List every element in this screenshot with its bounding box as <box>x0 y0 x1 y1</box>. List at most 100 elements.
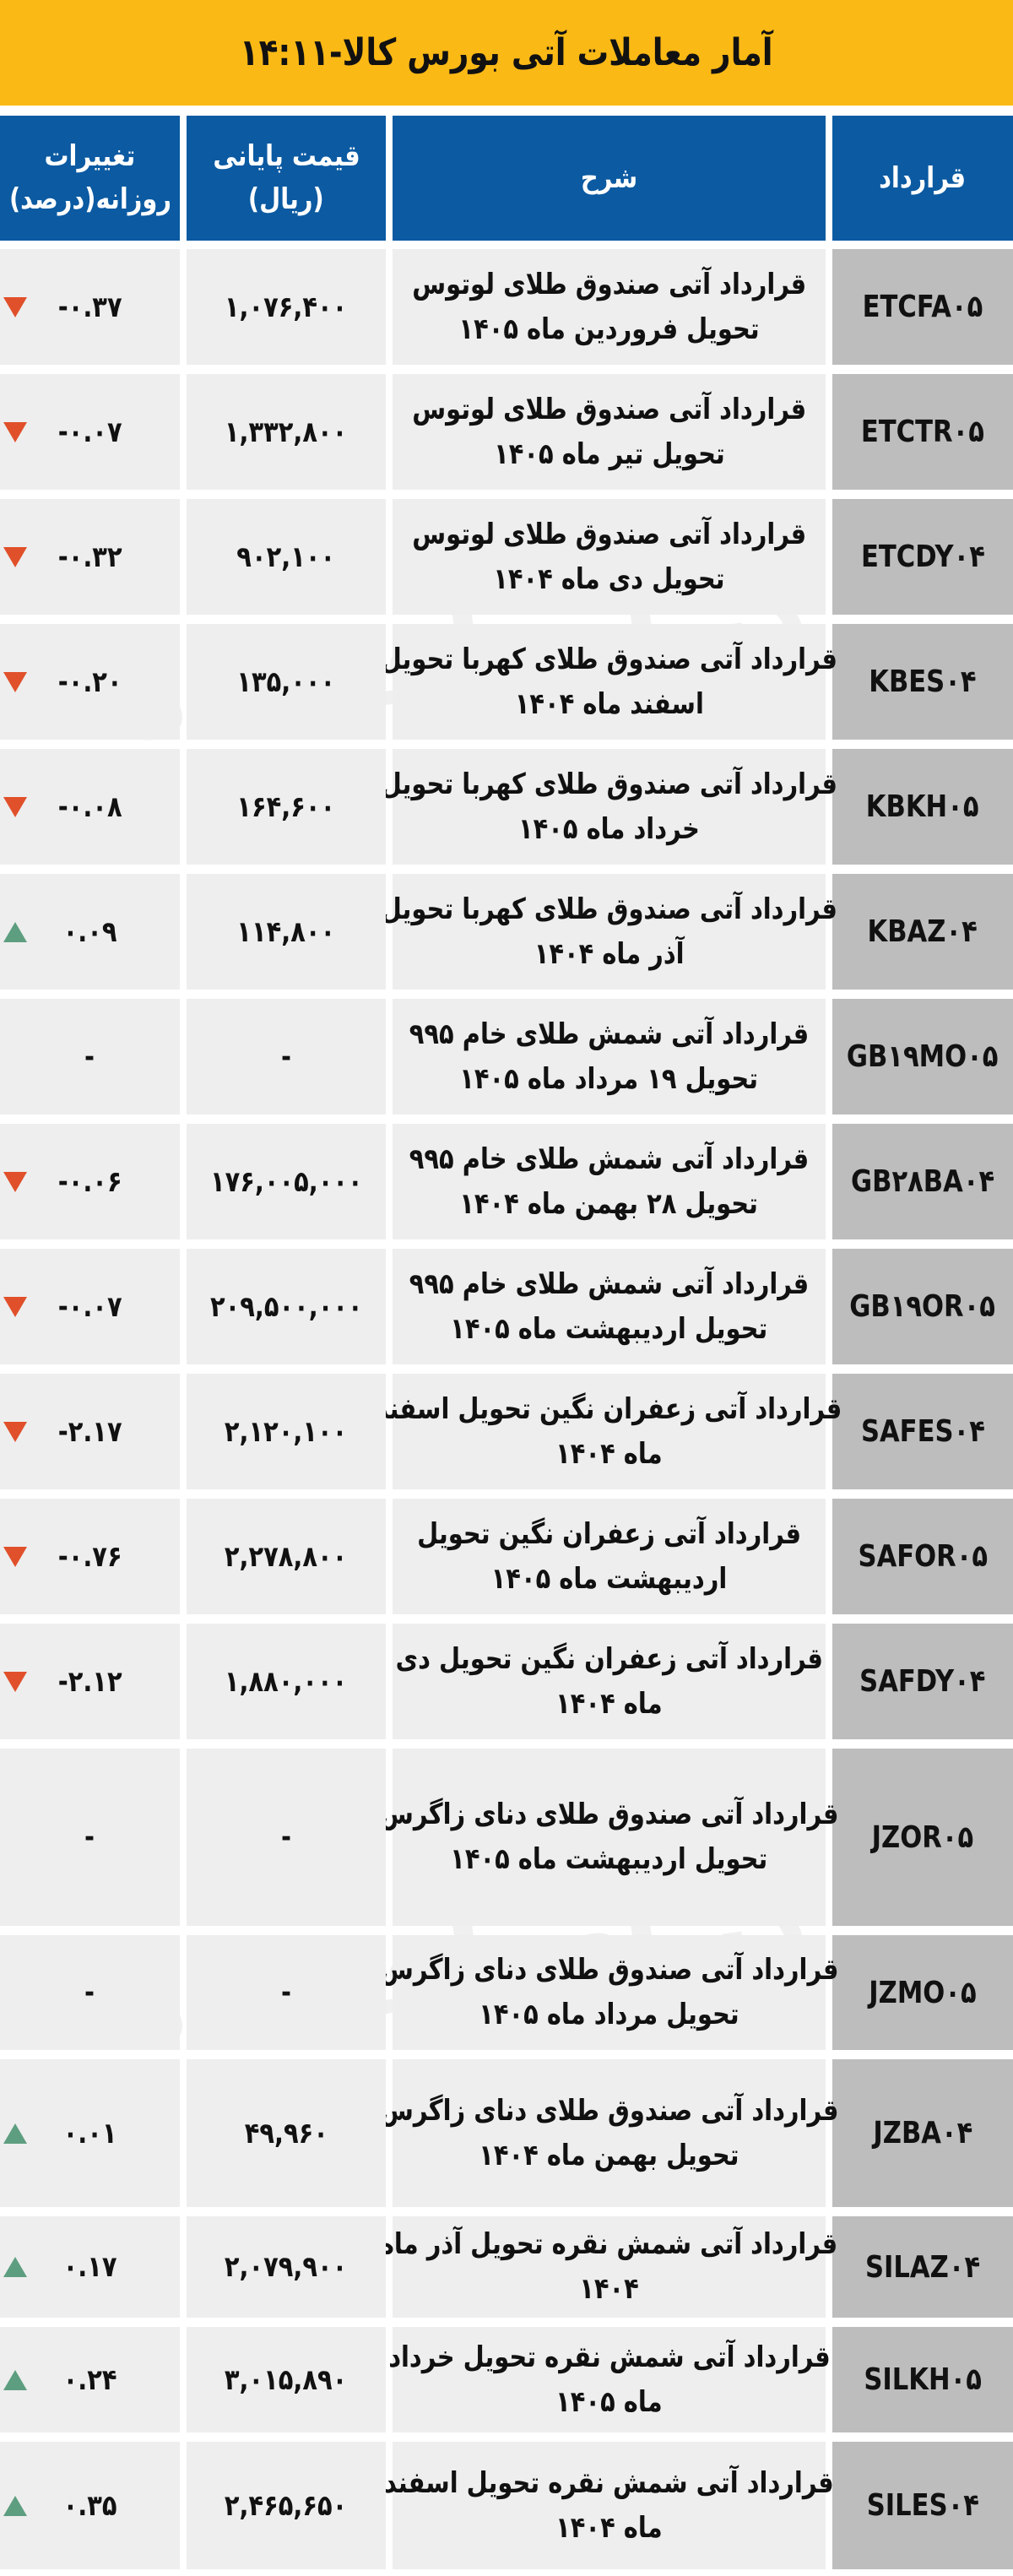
closing-price: ۱,۳۳۲,۸۰۰ <box>225 415 348 449</box>
contract-code: SILES۰۴ <box>866 2488 979 2523</box>
table-title-bar: آمار معاملات آتی بورس کالا-۱۴:۱۱ <box>0 0 1013 106</box>
description-line: ۱۴۰۴ <box>579 2272 639 2306</box>
daily-change-percent: -۰.۰۸ <box>57 789 122 824</box>
change-cell: -۰.۳۷ <box>0 249 180 365</box>
header-price-label: قیمت پایانی <box>212 139 360 173</box>
description-cell: قرارداد آتی صندوق طلای دنای زاگرس تحویل م… <box>380 1935 838 2050</box>
description-line: اردیبهشت ماه ۱۴۰۵ <box>490 1561 728 1596</box>
daily-change-percent: - <box>84 1976 95 2009</box>
triangle-down-icon <box>3 421 27 442</box>
description-line: قرارداد آتی صندوق طلای دنای زاگرس <box>379 1798 839 1832</box>
description-line: قرارداد آتی شمش طلای خام ۹۹۵ <box>409 1266 810 1301</box>
contract-cell: SAFES۰۴ <box>832 1374 1013 1489</box>
description-line: تحویل دی ماه ۱۴۰۴ <box>493 561 725 596</box>
contract-code: KBKH۰۵ <box>866 789 979 824</box>
description-cell: قرارداد آتی صندوق طلای کهربا تحویل خرداد … <box>381 749 837 865</box>
daily-change-percent: - <box>84 1039 95 1074</box>
description-cell: قرارداد آتی شمش طلای خام ۹۹۵ تحویل ۲۸ بهم… <box>393 1124 826 1239</box>
triangle-down-icon <box>3 1296 27 1317</box>
triangle-down-icon <box>3 1171 27 1192</box>
description-line: قرارداد آتی صندوق طلای کهربا تحویل <box>380 642 838 676</box>
header-contract: قرارداد <box>832 116 1013 241</box>
closing-price: ۹۰۲,۱۰۰ <box>236 540 336 574</box>
description-cell: قرارداد آتی صندوق طلای دنای زاگرس تحویل ب… <box>380 2059 838 2207</box>
description-cell: قرارداد آتی زعفران نگین تحویل اسفند ماه ۱… <box>376 1374 842 1489</box>
contract-cell: SILKH۰۵ <box>832 2327 1013 2432</box>
description-line: قرارداد آتی صندوق طلای لوتوس <box>412 267 806 301</box>
description-line: قرارداد آتی صندوق طلای کهربا تحویل <box>380 892 838 926</box>
table-title: آمار معاملات آتی بورس کالا-۱۴:۱۱ <box>240 31 773 74</box>
contract-cell: ETCTR۰۵ <box>832 374 1013 490</box>
change-cell: -۲.۱۲ <box>0 1624 180 1739</box>
price-cell: ۹۰۲,۱۰۰ <box>187 499 386 615</box>
price-cell: ۱,۰۷۶,۴۰۰ <box>187 249 386 365</box>
daily-change-percent: -۰.۰۷ <box>57 415 122 449</box>
description-line: تحویل فروردین ماه ۱۴۰۵ <box>458 312 760 346</box>
daily-change-percent: -۰.۳۷ <box>57 290 122 324</box>
contract-code: GB۱۹MO۰۵ <box>847 1039 999 1074</box>
description-cell: قرارداد آتی زعفران نگین تحویل اردیبهشت ما… <box>393 1499 826 1614</box>
contract-code: JZMO۰۵ <box>869 1975 977 2010</box>
contract-cell: GB۲۸BA۰۴ <box>832 1124 1013 1239</box>
closing-price: ۲,۲۷۸,۸۰۰ <box>225 1539 348 1574</box>
contract-code: KBES۰۴ <box>869 664 977 699</box>
header-change: تغییرات روزانه(درصد) <box>0 116 180 241</box>
price-cell: - <box>187 1935 386 2050</box>
daily-change-percent: -۲.۱۲ <box>57 1664 122 1699</box>
price-cell: ۱۷۶,۰۰۵,۰۰۰ <box>187 1124 386 1239</box>
description-cell: قرارداد آتی صندوق طلای دنای زاگرس تحویل ا… <box>380 1749 838 1926</box>
change-cell: -۲.۱۷ <box>0 1374 180 1489</box>
header-contract-label: قرارداد <box>879 160 967 195</box>
description-line: تحویل ۱۹ مرداد ماه ۱۴۰۵ <box>459 1061 759 1096</box>
change-cell: -۰.۰۸ <box>0 749 180 865</box>
description-line: ماه ۱۴۰۴ <box>555 1436 663 1471</box>
contract-code: SILAZ۰۴ <box>864 2249 981 2285</box>
contract-code: ETCFA۰۵ <box>862 290 983 324</box>
price-cell: - <box>187 999 386 1114</box>
contract-code: JZBA۰۴ <box>873 2116 972 2150</box>
contract-code: SAFDY۰۴ <box>859 1664 986 1699</box>
price-cell: ۱,۳۳۲,۸۰۰ <box>187 374 386 490</box>
description-line: آذر ماه ۱۴۰۴ <box>534 936 685 971</box>
change-cell: - <box>0 999 180 1114</box>
price-cell: ۱۶۴,۶۰۰ <box>187 749 386 865</box>
triangle-down-icon <box>3 796 27 817</box>
contract-cell: GB۱۹MO۰۵ <box>832 999 1013 1114</box>
description-line: تحویل تیر ماه ۱۴۰۵ <box>493 437 725 471</box>
description-line: تحویل اردیبهشت ماه ۱۴۰۵ <box>450 1311 768 1346</box>
triangle-up-icon <box>3 2257 27 2277</box>
daily-change-percent: -۰.۷۶ <box>57 1539 122 1574</box>
contract-cell: SILAZ۰۴ <box>832 2216 1013 2318</box>
contract-code: JZOR۰۵ <box>871 1819 974 1855</box>
contract-cell: GB۱۹OR۰۵ <box>832 1249 1013 1364</box>
daily-change-percent: ۰.۰۹ <box>62 914 117 949</box>
price-cell: ۳,۰۱۵,۸۹۰ <box>187 2327 386 2432</box>
contract-code: KBAZ۰۴ <box>867 914 978 949</box>
description-line: قرارداد آتی صندوق طلای دنای زاگرس <box>379 2093 839 2128</box>
price-cell: - <box>187 1749 386 1926</box>
description-line: قرارداد آتی صندوق طلای کهربا تحویل <box>380 767 838 801</box>
change-cell: -۰.۷۶ <box>0 1499 180 1614</box>
header-description: شرح <box>393 116 826 241</box>
daily-change-percent: -۰.۲۰ <box>57 664 122 699</box>
closing-price: ۳,۰۱۵,۸۹۰ <box>225 2362 348 2397</box>
header-price: قیمت پایانی (ریال) <box>187 116 386 241</box>
contract-cell: SAFDY۰۴ <box>832 1624 1013 1739</box>
price-cell: ۱,۸۸۰,۰۰۰ <box>187 1624 386 1739</box>
closing-price: ۴۹,۹۶۰ <box>244 2116 328 2150</box>
closing-price: ۱۱۴,۸۰۰ <box>236 914 336 949</box>
change-cell: -۰.۳۲ <box>0 499 180 615</box>
closing-price: - <box>280 1820 292 1854</box>
closing-price: ۲۰۹,۵۰۰,۰۰۰ <box>209 1289 363 1324</box>
header-price-unit: (ریال) <box>248 182 324 216</box>
contract-cell: ETCDY۰۴ <box>832 499 1013 615</box>
contract-cell: SAFOR۰۵ <box>832 1499 1013 1614</box>
price-cell: ۱۱۴,۸۰۰ <box>187 874 386 990</box>
price-cell: ۲,۴۶۵,۶۵۰ <box>187 2442 386 2569</box>
contract-cell: JZOR۰۵ <box>832 1749 1013 1926</box>
daily-change-percent: - <box>84 1820 95 1854</box>
price-cell: ۲,۱۲۰,۱۰۰ <box>187 1374 386 1489</box>
contract-code: GB۲۸BA۰۴ <box>850 1164 995 1199</box>
price-cell: ۲,۰۷۹,۹۰۰ <box>187 2216 386 2318</box>
contract-cell: JZMO۰۵ <box>832 1935 1013 2050</box>
